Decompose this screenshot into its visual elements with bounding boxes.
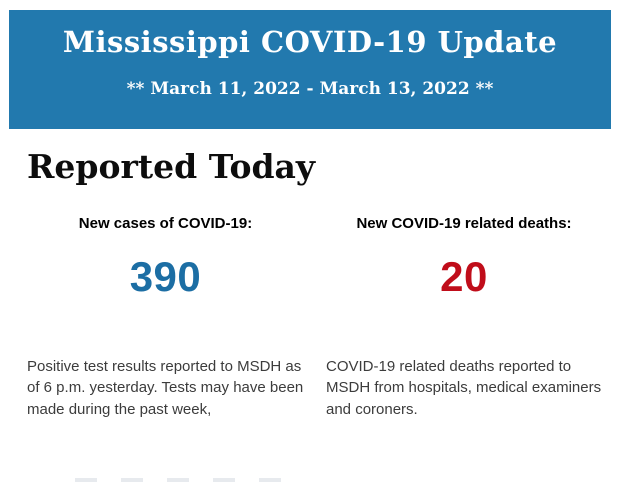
clipped-text-remnant <box>75 478 290 482</box>
date-range: ** March 11, 2022 - March 13, 2022 ** <box>126 79 494 100</box>
stats-grid: New cases of COVID-19: 390 Positive test… <box>0 216 620 420</box>
deaths-value: 20 <box>440 252 488 300</box>
deaths-label: New COVID-19 related deaths: <box>356 215 572 233</box>
new-cases-value: 390 <box>129 252 202 300</box>
header-banner: Mississippi COVID-19 Update ** March 11,… <box>9 10 611 130</box>
deaths-description: COVID-19 related deaths reported to MSDH… <box>326 357 602 418</box>
section-heading: Reported Today <box>27 147 316 187</box>
newsletter-title: Mississippi COVID-19 Update <box>62 25 558 59</box>
stat-column-deaths: New COVID-19 related deaths: 20 COVID-19… <box>326 216 602 420</box>
new-cases-label: New cases of COVID-19: <box>78 215 253 233</box>
stat-column-new-cases: New cases of COVID-19: 390 Positive test… <box>27 216 304 420</box>
new-cases-description: Positive test results reported to MSDH a… <box>27 357 304 418</box>
